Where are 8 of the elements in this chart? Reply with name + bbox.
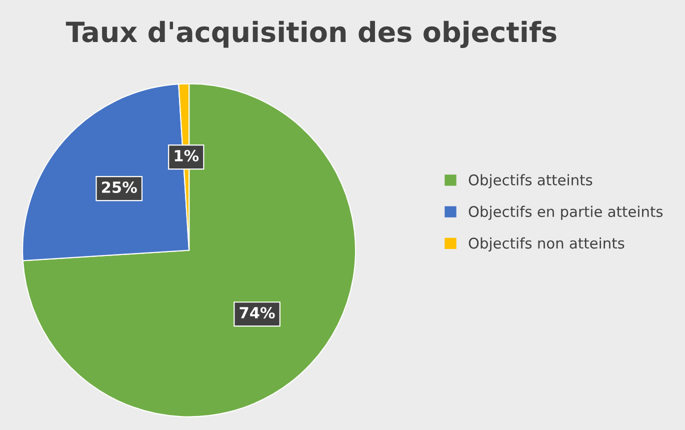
pie-slice bbox=[22, 83, 356, 418]
chart-title: Taux d'acquisition des objectifs bbox=[66, 20, 556, 48]
data-label: 25% bbox=[102, 181, 137, 194]
legend-label: Objectifs non atteints bbox=[468, 237, 624, 252]
legend-label: Objectifs atteints bbox=[468, 174, 592, 188]
data-label: 1% bbox=[174, 150, 199, 162]
legend-label: Objectifs en partie atteints bbox=[468, 206, 663, 220]
data-label: 74% bbox=[240, 306, 275, 319]
